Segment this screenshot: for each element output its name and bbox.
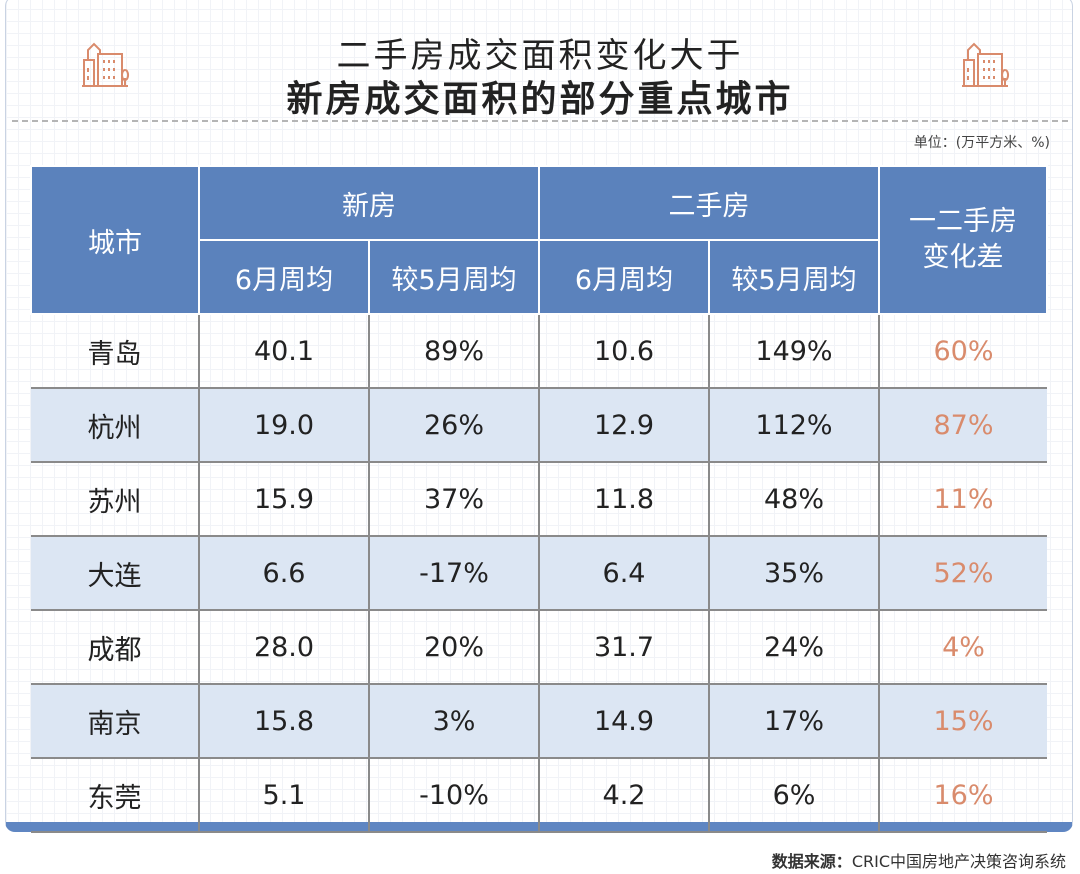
cell-sec-vs: 6% xyxy=(708,758,879,833)
cell-diff: 16% xyxy=(878,758,1047,833)
cell-sec-june: 31.7 xyxy=(538,610,709,685)
cell-sec-june: 14.9 xyxy=(538,684,709,759)
header-new: 新房 xyxy=(198,165,540,241)
cell-sec-vs: 24% xyxy=(708,610,879,685)
header-sec-vs: 较5月周均 xyxy=(708,239,880,315)
cell-new-june: 15.9 xyxy=(198,462,369,537)
source-label: 数据来源： xyxy=(771,852,852,871)
cell-new-vs: 20% xyxy=(368,610,539,685)
cell-diff: 60% xyxy=(878,314,1047,389)
cell-sec-june: 10.6 xyxy=(538,314,709,389)
cell-new-vs: -17% xyxy=(368,536,539,611)
source-note: 数据来源：CRIC中国房地产决策咨询系统 xyxy=(772,848,1066,872)
cell-new-june: 5.1 xyxy=(198,758,369,833)
table-row: 南京 15.8 3% 14.9 17% 15% xyxy=(31,684,1047,759)
cell-new-vs: 3% xyxy=(368,684,539,759)
table-row: 苏州 15.9 37% 11.8 48% 11% xyxy=(31,462,1047,537)
header-new-june: 6月周均 xyxy=(198,239,370,315)
header-new-vs: 较5月周均 xyxy=(368,239,540,315)
cell-sec-vs: 149% xyxy=(708,314,879,389)
cell-city: 大连 xyxy=(31,536,199,611)
table-row: 青岛 40.1 89% 10.6 149% 60% xyxy=(31,314,1047,389)
divider xyxy=(12,120,1068,122)
source-text: CRIC中国房地产决策咨询系统 xyxy=(851,852,1066,871)
cell-sec-june: 11.8 xyxy=(538,462,709,537)
building-icon xyxy=(962,42,1010,87)
cell-city: 杭州 xyxy=(31,388,199,463)
cell-city: 苏州 xyxy=(31,462,199,537)
title-line-2: 新房成交面积的部分重点城市 xyxy=(286,79,794,120)
table-row: 东莞 5.1 -10% 4.2 6% 16% xyxy=(31,758,1047,833)
cell-sec-vs: 48% xyxy=(708,462,879,537)
header-second: 二手房 xyxy=(538,165,880,241)
cell-city: 青岛 xyxy=(31,314,199,389)
cell-diff: 52% xyxy=(878,536,1047,611)
cell-sec-june: 4.2 xyxy=(538,758,709,833)
title-line-1: 二手房成交面积变化大于 xyxy=(336,36,744,76)
table-row: 大连 6.6 -17% 6.4 35% 52% xyxy=(31,536,1047,611)
cell-new-vs: 89% xyxy=(368,314,539,389)
cell-sec-vs: 112% xyxy=(708,388,879,463)
cell-diff: 15% xyxy=(878,684,1047,759)
table-row: 成都 28.0 20% 31.7 24% 4% xyxy=(31,610,1047,685)
cell-new-vs: 37% xyxy=(368,462,539,537)
unit-label: 单位：(万平方米、%) xyxy=(913,135,1050,151)
cell-diff: 87% xyxy=(878,388,1047,463)
data-table: 城市 新房 二手房 一二手房变化差 6月周均 较5月周均 6月周均 较5月周均 … xyxy=(30,165,1048,833)
header-diff: 一二手房变化差 xyxy=(878,165,1048,315)
table-row: 杭州 19.0 26% 12.9 112% 87% xyxy=(31,388,1047,463)
cell-diff: 11% xyxy=(878,462,1047,537)
cell-sec-june: 6.4 xyxy=(538,536,709,611)
cell-new-vs: -10% xyxy=(368,758,539,833)
header-city: 城市 xyxy=(30,165,200,315)
cell-new-vs: 26% xyxy=(368,388,539,463)
cell-new-june: 28.0 xyxy=(198,610,369,685)
cell-sec-june: 12.9 xyxy=(538,388,709,463)
cell-sec-vs: 17% xyxy=(708,684,879,759)
cell-city: 东莞 xyxy=(31,758,199,833)
cell-city: 成都 xyxy=(31,610,199,685)
header-diff-text: 一二手房变化差 xyxy=(909,206,1017,273)
header-sec-june: 6月周均 xyxy=(538,239,710,315)
cell-new-june: 6.6 xyxy=(198,536,369,611)
cell-city: 南京 xyxy=(31,684,199,759)
cell-diff: 4% xyxy=(878,610,1047,685)
cell-new-june: 15.8 xyxy=(198,684,369,759)
cell-sec-vs: 35% xyxy=(708,536,879,611)
building-icon xyxy=(82,42,130,87)
cell-new-june: 19.0 xyxy=(198,388,369,463)
cell-new-june: 40.1 xyxy=(198,314,369,389)
